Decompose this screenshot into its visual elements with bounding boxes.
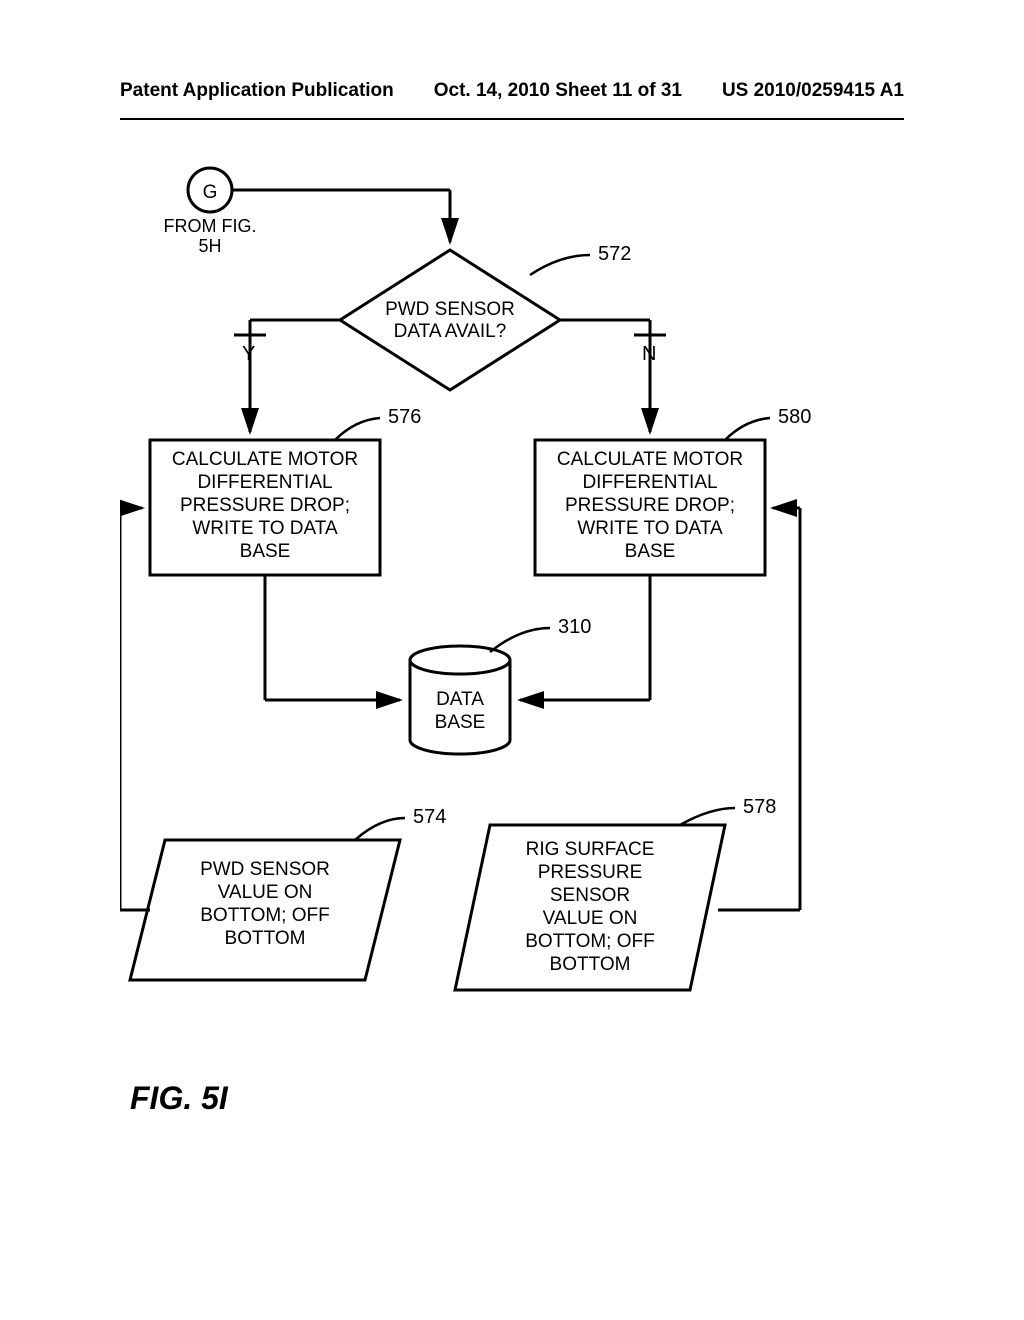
header-rule [120,118,904,120]
page-header: Patent Application Publication Oct. 14, … [0,80,1024,102]
p576-l1: CALCULATE MOTOR [172,449,358,470]
ref-576: 576 [388,406,421,428]
database-top [410,646,510,674]
p580-l4: WRITE TO DATA [577,518,723,539]
leader-line [680,808,735,825]
i578-l2: PRESSURE [538,862,643,883]
leader-line [490,628,550,652]
i574-l3: BOTTOM; OFF [200,905,329,926]
i578-l1: RIG SURFACE [526,839,655,860]
p576-l2: DIFFERENTIAL [197,472,332,493]
p576-l3: PRESSURE DROP; [180,495,350,516]
i574-l1: PWD SENSOR [200,859,330,880]
connector-caption-2: 5H [198,236,221,256]
decision-text-2: DATA AVAIL? [394,321,507,342]
db-l1: DATA [436,689,484,710]
i578-l4: VALUE ON [543,908,638,929]
connector-caption-1: FROM FIG. [164,216,257,236]
i574-l4: BOTTOM [225,928,306,949]
decision-pwd-sensor [340,250,560,390]
leader-line [355,818,405,840]
p580-l1: CALCULATE MOTOR [557,449,743,470]
header-center: Oct. 14, 2010 Sheet 11 of 31 [434,80,682,102]
i574-l2: VALUE ON [218,882,313,903]
p576-l5: BASE [240,541,291,562]
ref-580: 580 [778,406,811,428]
leader-line [725,418,770,440]
ref-572: 572 [598,243,631,265]
ref-578: 578 [743,796,776,818]
ref-574: 574 [413,806,446,828]
p576-l4: WRITE TO DATA [192,518,338,539]
db-l2: BASE [435,712,486,733]
leader-line [335,418,380,440]
i578-l3: SENSOR [550,885,630,906]
decision-text-1: PWD SENSOR [385,299,515,320]
p580-l2: DIFFERENTIAL [582,472,717,493]
header-right: US 2010/0259415 A1 [722,80,904,102]
flowchart: G FROM FIG. 5H PWD SENSOR DATA AVAIL? 57… [120,160,880,1000]
leader-line [530,255,590,275]
connector-letter: G [203,182,218,203]
p580-l5: BASE [625,541,676,562]
ref-310: 310 [558,616,591,638]
p580-l3: PRESSURE DROP; [565,495,735,516]
i578-l5: BOTTOM; OFF [525,931,654,952]
figure-label: FIG. 5I [130,1080,228,1117]
header-left: Patent Application Publication [120,80,394,102]
i578-l6: BOTTOM [550,954,631,975]
